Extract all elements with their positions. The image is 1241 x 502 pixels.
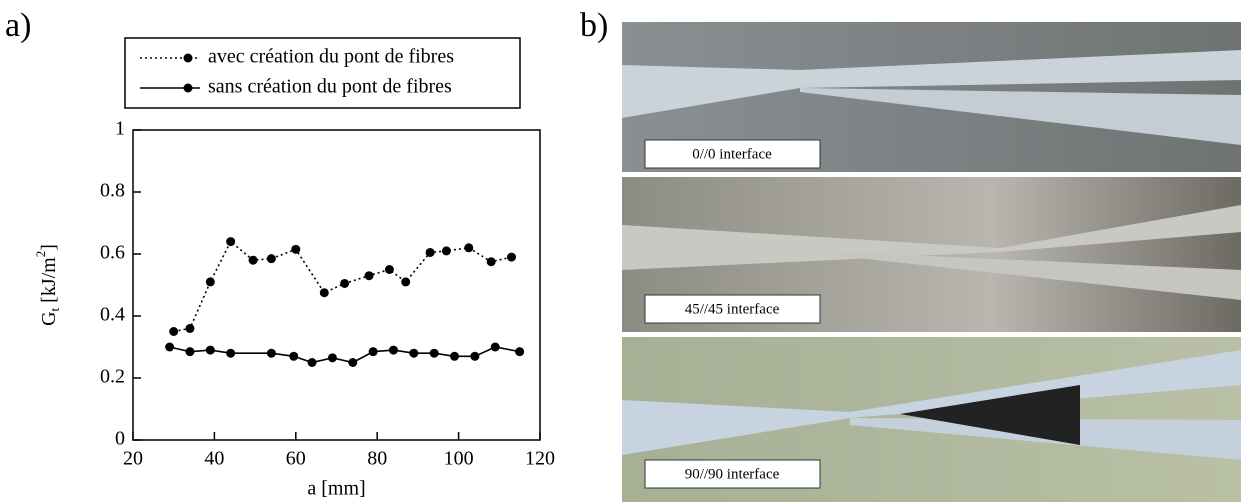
data-point: [486, 257, 496, 267]
photo-label-box: [644, 294, 821, 324]
data-point: [185, 323, 195, 333]
y-axis-label-part: G: [38, 311, 60, 325]
x-axis-label: a [mm]: [307, 478, 365, 500]
y-tick-label: 0.4: [100, 304, 125, 326]
data-point: [409, 348, 419, 358]
data-point: [515, 347, 525, 357]
y-axis-label-part: [kJ/m: [38, 257, 60, 308]
legend-box: [124, 37, 521, 109]
data-point: [205, 277, 215, 287]
x-tick-label: 40: [204, 448, 224, 470]
photo-label: 45//45 interface: [685, 301, 780, 317]
x-tick-label: 120: [525, 448, 555, 470]
y-tick-label: 0.2: [100, 366, 125, 388]
data-point: [165, 342, 175, 352]
data-point: [364, 271, 374, 281]
x-tick-label: 20: [123, 448, 143, 470]
data-point: [441, 246, 451, 256]
data-point: [307, 358, 317, 367]
panel-label: a): [5, 7, 31, 44]
data-point: [248, 255, 258, 265]
data-point: [464, 243, 474, 253]
data-point: [348, 358, 358, 367]
y-axis-label-part: 2: [33, 251, 48, 258]
data-point: [470, 351, 480, 361]
data-point: [226, 348, 236, 358]
x-tick-label: 80: [367, 448, 387, 470]
y-tick-label: 1: [115, 118, 125, 140]
photo-label-box: [644, 139, 821, 169]
data-point: [368, 347, 378, 357]
data-point: [226, 237, 236, 247]
data-point: [185, 347, 195, 357]
data-point: [340, 278, 350, 288]
photo-label: 0//0 interface: [692, 146, 772, 162]
series-line: [169, 346, 520, 364]
data-point: [429, 348, 439, 358]
data-point: [384, 265, 394, 274]
legend-marker: [183, 53, 193, 63]
y-tick-label: 0.8: [100, 180, 125, 202]
data-point: [169, 327, 179, 336]
y-axis-label-part: ]: [38, 244, 60, 251]
photo-label-box: [644, 459, 821, 489]
data-point: [401, 277, 411, 287]
plot-frame: [132, 129, 541, 441]
legend-marker: [183, 83, 193, 93]
data-point: [205, 345, 215, 355]
data-point: [388, 345, 398, 355]
panel-label: b): [580, 7, 608, 44]
data-point: [291, 244, 301, 254]
data-point: [327, 353, 337, 363]
legend-label: sans création du pont de fibres: [208, 76, 452, 98]
legend-label: avec création du pont de fibres: [208, 46, 454, 68]
x-tick-label: 60: [286, 448, 306, 470]
data-point: [450, 351, 460, 361]
data-point: [289, 351, 299, 361]
y-tick-label: 0: [115, 428, 125, 450]
data-point: [507, 252, 517, 262]
data-point: [266, 254, 276, 264]
data-point: [425, 247, 435, 257]
x-tick-label: 100: [444, 448, 474, 470]
data-point: [490, 342, 500, 352]
data-point: [319, 288, 329, 298]
y-axis-label: Gt [kJ/m2]: [33, 244, 62, 326]
y-axis-label-part: t: [47, 307, 62, 311]
photo-label: 90//90 interface: [685, 466, 780, 482]
y-tick-label: 0.6: [100, 242, 125, 264]
data-point: [266, 348, 276, 358]
